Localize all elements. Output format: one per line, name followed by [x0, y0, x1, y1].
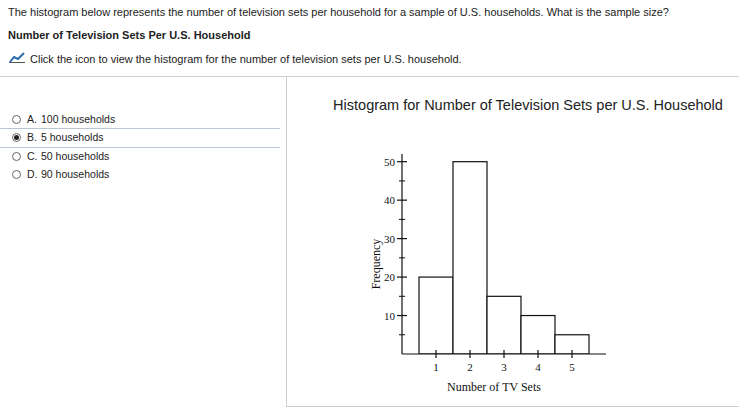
y-tick: [397, 161, 407, 162]
bars: [419, 162, 589, 354]
x-tick: [537, 350, 538, 358]
y-tick-label: 50: [384, 156, 396, 168]
x-tick-label: 5: [569, 361, 575, 373]
y-minor-tick: [399, 296, 405, 297]
y-tick: [397, 200, 407, 201]
option-letter[interactable]: B.: [27, 131, 37, 143]
chart-panel: [286, 76, 739, 407]
bar: [419, 277, 453, 354]
x-tick-label: 2: [467, 361, 473, 373]
option-letter[interactable]: C.: [27, 150, 38, 162]
y-minor-tick: [399, 219, 405, 220]
radio[interactable]: [12, 152, 21, 161]
x-axis-label: Number of TV Sets: [447, 380, 541, 394]
y-tick: [397, 238, 407, 239]
option-text[interactable]: 50 households: [41, 150, 109, 162]
selected-line: [0, 128, 280, 129]
y-tick: [397, 276, 407, 277]
option-letter[interactable]: D.: [27, 168, 38, 180]
y-tick-label: 20: [384, 271, 396, 283]
x-tick-label: 1: [433, 361, 439, 373]
x-tick: [503, 350, 504, 358]
y-tick-label: 10: [384, 310, 396, 322]
y-minor-tick: [399, 180, 405, 181]
bar: [453, 162, 487, 354]
separator: [0, 76, 739, 77]
x-tick: [469, 350, 470, 358]
heading-text: Number of Television Sets Per U.S. House…: [8, 29, 250, 41]
x-tick: [435, 350, 436, 358]
link-text[interactable]: Click the icon to view the histogram for…: [30, 53, 462, 65]
y-minor-tick: [399, 257, 405, 258]
option-text[interactable]: 90 households: [41, 168, 109, 180]
y-tick: [397, 315, 407, 316]
x-tick: [571, 350, 572, 358]
radio[interactable]: [12, 133, 21, 142]
option-text[interactable]: 5 households: [41, 131, 103, 143]
option-letter[interactable]: A.: [27, 113, 37, 125]
y-tick-label: 30: [384, 233, 396, 245]
chart-icon[interactable]: [9, 51, 25, 63]
y-minor-tick: [399, 334, 405, 335]
x-tick-label: 3: [501, 361, 507, 373]
radio[interactable]: [12, 115, 21, 124]
chart-title: Histogram for Number of Television Sets …: [333, 97, 723, 113]
option-text[interactable]: 100 households: [41, 113, 115, 125]
question-text: The histogram below represents the numbe…: [8, 6, 669, 18]
radio-dot: [14, 135, 19, 140]
y-axis-label: Frequency: [369, 239, 383, 290]
y-tick-label: 40: [384, 194, 396, 206]
selected-line: [0, 147, 280, 148]
y-axis: [401, 154, 402, 354]
bar: [487, 296, 521, 354]
radio[interactable]: [12, 170, 21, 179]
x-tick-label: 4: [535, 361, 541, 373]
chart: Histogram for Number of Television Sets …: [0, 0, 739, 418]
bar: [521, 316, 555, 354]
